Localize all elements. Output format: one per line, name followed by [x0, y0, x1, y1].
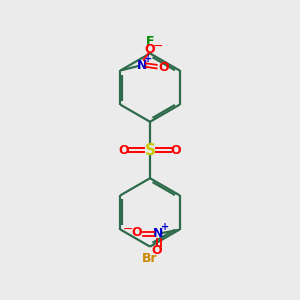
Text: O: O	[145, 43, 155, 56]
Text: Br: Br	[142, 252, 158, 265]
Text: O: O	[171, 143, 182, 157]
Text: −: −	[153, 40, 164, 53]
Text: O: O	[131, 226, 142, 239]
Text: N: N	[136, 58, 147, 72]
Text: −: −	[123, 223, 133, 236]
Text: O: O	[152, 244, 162, 257]
Text: O: O	[158, 61, 169, 74]
Text: N: N	[153, 227, 164, 241]
Text: S: S	[145, 142, 155, 158]
Text: F: F	[146, 35, 154, 48]
Text: +: +	[144, 54, 152, 64]
Text: O: O	[118, 143, 129, 157]
Text: +: +	[161, 222, 169, 233]
